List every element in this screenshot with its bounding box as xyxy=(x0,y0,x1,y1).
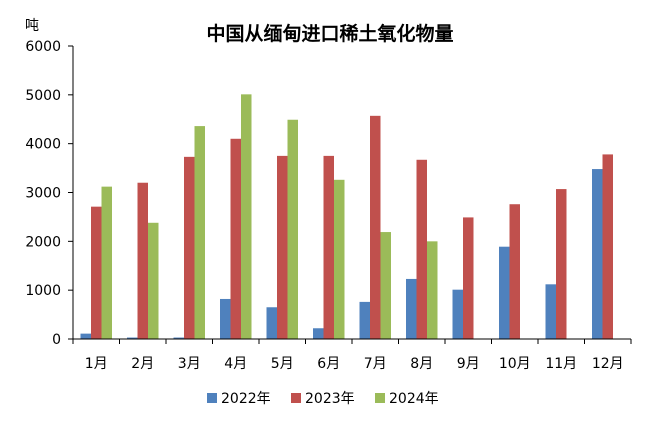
bar-2022年-4月 xyxy=(220,298,231,339)
legend-swatch-2022年 xyxy=(207,393,217,403)
bar-2022年-2月 xyxy=(127,337,138,339)
legend: 2022年 2023年 2024年 xyxy=(207,391,439,407)
bar-2024年-6月 xyxy=(334,179,345,339)
y-tick-label: 1000 xyxy=(25,283,61,299)
chart-title: 中国从缅甸进口稀土氧化物量 xyxy=(206,22,453,45)
bar-2023年-1月 xyxy=(91,206,102,339)
y-axis-unit: 吨 xyxy=(25,18,39,34)
bar-2022年-10月 xyxy=(499,246,510,339)
bar-2022年-9月 xyxy=(452,289,463,339)
bar-2024年-5月 xyxy=(287,119,298,340)
bar-2023年-9月 xyxy=(463,217,474,339)
bar-2022年-5月 xyxy=(266,307,277,339)
bar-2022年-7月 xyxy=(359,301,370,339)
x-tick-label: 10月 xyxy=(499,356,531,372)
bar-2023年-6月 xyxy=(323,155,334,340)
x-tick-label: 12月 xyxy=(592,356,624,372)
y-axis-ticks: 0 1000 2000 3000 4000 5000 6000 xyxy=(25,39,73,348)
x-tick-label: 6月 xyxy=(317,356,340,372)
legend-swatch-2024年 xyxy=(375,393,385,403)
bar-2024年-7月 xyxy=(380,232,391,339)
bar-2024年-1月 xyxy=(101,186,112,339)
y-tick-label: 5000 xyxy=(25,88,61,104)
bar-2023年-12月 xyxy=(602,154,613,339)
bar-2024年-4月 xyxy=(241,94,252,339)
x-tick-label: 7月 xyxy=(364,356,387,372)
bar-2022年-1月 xyxy=(80,333,91,339)
x-axis-ticks: 1月 2月 3月 4月 5月 6月 7月 8月 9月 10月 11月 12月 xyxy=(72,339,632,372)
bar-2023年-2月 xyxy=(137,182,148,339)
bar-2023年-11月 xyxy=(556,189,567,339)
x-tick-label: 4月 xyxy=(224,356,247,372)
x-tick-label: 11月 xyxy=(545,356,577,372)
bar-2023年-5月 xyxy=(277,155,288,340)
bar-2022年-12月 xyxy=(592,169,603,339)
legend-swatch-2023年 xyxy=(291,393,301,403)
bar-2024年-2月 xyxy=(148,222,159,339)
bar-2022年-8月 xyxy=(406,278,417,339)
x-tick-label: 1月 xyxy=(85,356,108,372)
x-tick-label: 5月 xyxy=(271,356,294,372)
y-tick-label: 4000 xyxy=(25,137,61,153)
bar-2023年-3月 xyxy=(184,156,195,339)
y-tick-label: 2000 xyxy=(25,234,61,250)
legend-label: 2024年 xyxy=(389,391,439,407)
bar-2022年-6月 xyxy=(313,328,324,339)
bar-2022年-11月 xyxy=(545,284,556,339)
x-tick-label: 8月 xyxy=(410,356,433,372)
bar-2024年-3月 xyxy=(194,126,205,339)
legend-label: 2023年 xyxy=(305,391,355,407)
x-tick-label: 9月 xyxy=(457,356,480,372)
bar-2023年-8月 xyxy=(416,159,427,339)
bar-2023年-7月 xyxy=(370,115,381,339)
y-tick-label: 0 xyxy=(52,332,61,348)
legend-label: 2022年 xyxy=(221,391,271,407)
x-tick-label: 2月 xyxy=(131,356,154,372)
bar-series xyxy=(80,94,613,340)
bar-2024年-8月 xyxy=(427,241,438,339)
bar-2023年-4月 xyxy=(230,138,241,339)
bar-2023年-10月 xyxy=(509,204,520,339)
bar-2022年-3月 xyxy=(173,337,184,339)
x-tick-label: 3月 xyxy=(178,356,201,372)
y-tick-label: 6000 xyxy=(25,39,61,55)
y-tick-label: 3000 xyxy=(25,186,61,202)
